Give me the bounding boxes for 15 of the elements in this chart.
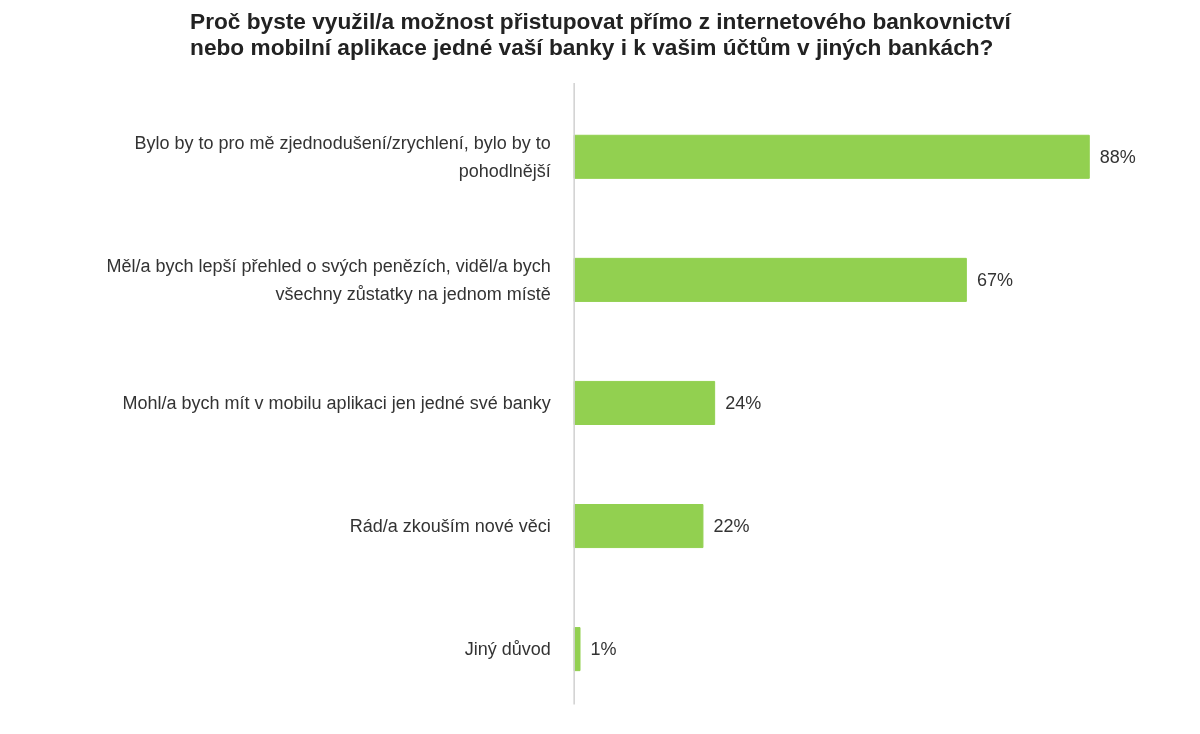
data-label: 88% [1099,146,1136,167]
data-label: 24% [725,392,762,413]
bar [573,134,1090,179]
y-tick-label: Měl/a bych lepší přehled o svých penězích, viděl/a bych všechny zůstatky na jednom místě [106,255,551,304]
bar [573,504,704,549]
y-tick-label: Mohl/a bych mít v mobilu aplikaci jen jedné své banky [122,392,551,413]
y-tick-label: Jiný důvod [464,639,551,660]
data-label: 1% [590,639,617,660]
bar [573,380,716,425]
chart-title: Proč byste využil/a možnost přistupovat přímo z internetového bankovnictví nebo mobilní aplikace jedné vaší banky i k vašim účtům v jiných bankách? [190,7,1012,60]
data-label: 22% [713,516,750,537]
data-label: 67% [976,269,1013,290]
bar [573,257,967,302]
y-tick-label: Rád/a zkouším nové věci [349,516,551,537]
y-tick-label: Bylo by to pro mě zjednodušení/zrychlení, bylo by to pohodlnější [134,132,551,181]
